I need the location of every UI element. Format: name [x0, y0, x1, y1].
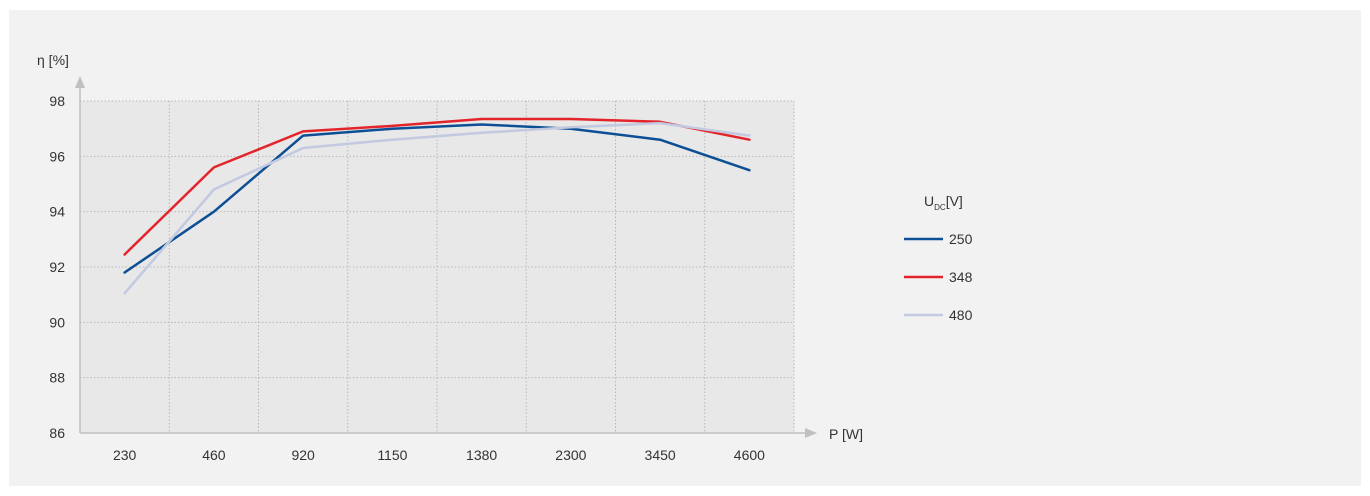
axes [75, 76, 817, 438]
x-axis-arrow [805, 428, 817, 438]
x-tick-label: 1380 [466, 447, 497, 463]
y-tick-label: 94 [49, 204, 65, 220]
x-tick-label: 920 [291, 447, 315, 463]
legend-title-unit: [V] [946, 193, 963, 209]
x-tick-label: 230 [113, 447, 137, 463]
y-tick-label: 92 [49, 259, 65, 275]
series-line-348 [123, 117, 751, 256]
series-lines [123, 117, 751, 295]
x-tick-label: 1150 [377, 447, 407, 463]
efficiency-line-chart: 86 88 90 92 94 96 98 230 460 920 1150 1380 2300 3450… [37, 52, 973, 463]
chart-panel: 86 88 90 92 94 96 98 230 460 920 1150 1380 2300 3450… [9, 10, 1361, 486]
y-tick-labels: 86 88 90 92 94 96 98 [49, 93, 65, 441]
y-axis-arrow [75, 76, 85, 88]
grid-lines [80, 100, 795, 433]
legend-items: 250 348 480 [904, 231, 973, 323]
x-tick-label: 460 [202, 447, 226, 463]
y-tick-label: 88 [49, 370, 65, 386]
x-tick-label: 2300 [555, 447, 586, 463]
y-tick-label: 96 [49, 148, 65, 164]
y-tick-label: 90 [49, 314, 65, 330]
series-line-250 [123, 123, 751, 274]
legend-label-250: 250 [949, 231, 973, 247]
x-tick-labels: 230 460 920 1150 1380 2300 3450 4600 [113, 447, 765, 463]
y-tick-label: 98 [49, 93, 65, 109]
legend-label-348: 348 [949, 269, 973, 285]
y-axis-label: η [%] [37, 52, 69, 68]
legend-title-main: U [924, 193, 934, 209]
legend-label-480: 480 [949, 307, 973, 323]
legend: UDC[V] 250 348 480 [904, 193, 973, 323]
y-tick-label: 86 [49, 425, 65, 441]
x-axis-label: P [W] [829, 426, 863, 442]
series-line-480 [123, 121, 751, 295]
x-tick-label: 4600 [734, 447, 765, 463]
legend-title: UDC[V] [924, 193, 963, 212]
legend-title-subscript: DC [934, 203, 946, 212]
x-tick-label: 3450 [645, 447, 676, 463]
